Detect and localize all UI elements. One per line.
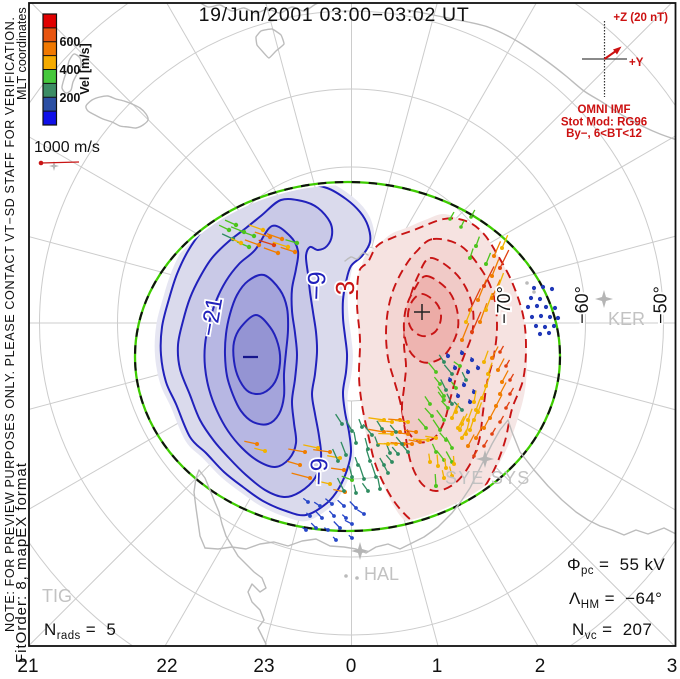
svg-text:OMNI IMF: OMNI IMF — [577, 104, 630, 116]
svg-text:NOTE: FOR PREVIEW PURPOSES ONL: NOTE: FOR PREVIEW PURPOSES ONLY. PLEASE … — [3, 17, 17, 632]
svg-text:+Z (20 nT): +Z (20 nT) — [613, 12, 668, 24]
svg-text:TIG: TIG — [42, 586, 72, 606]
svg-text:3: 3 — [667, 656, 678, 674]
svg-text:1000 m/s: 1000 m/s — [34, 139, 100, 156]
svg-text:By−, 6<BT<12: By−, 6<BT<12 — [566, 128, 642, 140]
svg-text:0: 0 — [346, 656, 357, 674]
svg-text:Nvc = 207: Nvc = 207 — [572, 620, 652, 642]
svg-text:Nrads = 5: Nrads = 5 — [44, 620, 116, 642]
svg-text:+Y: +Y — [629, 57, 644, 69]
svg-text:Vel [m/s]: Vel [m/s] — [78, 43, 92, 94]
svg-text:KER: KER — [608, 309, 645, 329]
svg-text:FitOrder: 8, mapEX format: FitOrder: 8, mapEX format — [13, 462, 30, 663]
svg-text:−70°: −70° — [494, 286, 514, 324]
svg-text:400: 400 — [60, 63, 81, 77]
svg-text:−9: −9 — [306, 458, 334, 486]
svg-text:600: 600 — [60, 35, 81, 49]
svg-text:1: 1 — [432, 656, 443, 674]
svg-text:21: 21 — [17, 656, 38, 674]
svg-text:SYE SYS: SYE SYS — [445, 468, 530, 488]
svg-text:HAL: HAL — [364, 564, 399, 584]
svg-text:−60°: −60° — [572, 286, 592, 324]
svg-text:22: 22 — [156, 656, 177, 674]
svg-text:−9: −9 — [303, 271, 332, 300]
svg-text:19/Jun/2001 03:00−03:02 UT: 19/Jun/2001 03:00−03:02 UT — [199, 4, 470, 26]
svg-text:23: 23 — [253, 656, 274, 674]
svg-text:MLT coordinates: MLT coordinates — [15, 7, 29, 100]
svg-text:2: 2 — [535, 656, 546, 674]
svg-text:200: 200 — [60, 91, 81, 105]
svg-text:−50°: −50° — [651, 286, 671, 324]
svg-text:3: 3 — [330, 281, 360, 295]
svg-text:Stot Mod: RG96: Stot Mod: RG96 — [561, 117, 647, 129]
